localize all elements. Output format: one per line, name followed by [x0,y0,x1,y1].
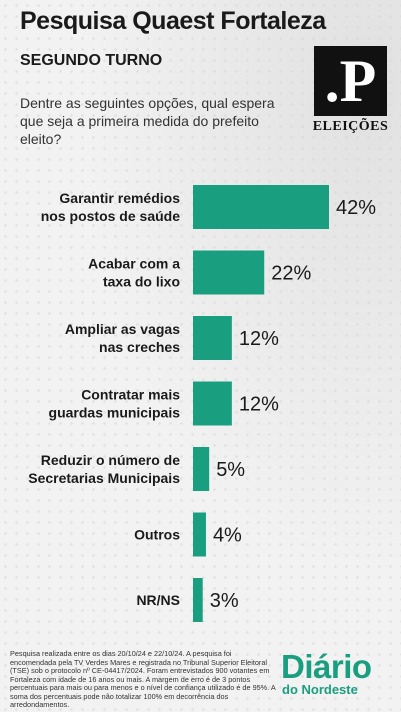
bar-chart: 42% Garantir remédios nos postos de saúde 2… [28,185,376,622]
survey-question: Dentre as seguintes opções, qual espera … [20,95,275,147]
bar [193,316,232,360]
methodology-note: Pesquisa realizada entre os dias 20/10/2… [10,649,276,709]
value-label: 12% [239,328,279,350]
bar [193,512,206,557]
brand-sub: do Nordeste [282,682,358,697]
category-label: Secretarias Municipais [28,470,180,486]
category-label: Acabar com a [88,256,180,272]
bar [193,578,203,622]
page-title: Pesquisa Quaest Fortaleza [20,7,326,35]
bar [193,250,265,295]
eleicoes-logo: .P ELEIÇÕES [312,46,389,140]
category-label: Ampliar as vagas [65,321,180,337]
page-subtitle: SEGUNDO TURNO [20,52,163,69]
category-label: NR/NS [136,592,180,608]
value-label: 3% [210,590,239,612]
bar [193,185,329,229]
category-label: Reduzir o número de [41,452,180,468]
category-label: taxa do lixo [103,274,180,290]
logo-label: ELEIÇÕES [312,119,389,134]
category-label: guardas municipais [49,405,181,421]
diario-do-nordeste-logo: Diário do Nordeste [281,650,372,697]
value-label: 12% [239,394,279,416]
brand-main: Diário [281,648,372,685]
value-label: 4% [213,525,242,547]
bar [193,447,210,491]
value-label: 22% [271,263,311,285]
value-label: 42% [336,197,376,219]
category-label: Contratar mais [81,387,180,403]
value-label: 5% [216,459,245,481]
logo-mark: .P [314,46,387,116]
category-label: nas creches [99,339,180,355]
category-label: nos postos de saúde [41,208,180,224]
category-label: Outros [134,527,180,543]
bar [193,381,232,426]
category-label: Garantir remédios [59,190,180,206]
